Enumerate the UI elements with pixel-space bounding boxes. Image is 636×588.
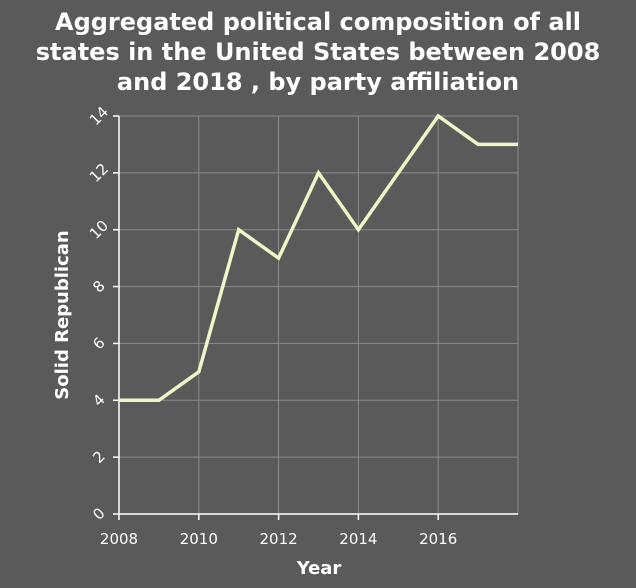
- y-tick-label: 2: [89, 447, 108, 466]
- y-tick-label: 12: [86, 160, 112, 186]
- x-tick-label: 2014: [339, 530, 377, 548]
- axes: [113, 115, 518, 520]
- y-tick-label: 10: [86, 217, 112, 243]
- x-tick-label: 2012: [260, 530, 298, 548]
- chart-title-line-1: Aggregated political composition of all: [55, 8, 581, 36]
- series: [119, 113, 518, 403]
- y-tick-label: 14: [86, 103, 112, 129]
- x-tick-label: 2008: [100, 530, 138, 548]
- grid: [118, 115, 519, 515]
- y-axis-label: Solid Republican: [52, 230, 73, 399]
- chart-title-line-2: states in the United States between 2008: [36, 38, 601, 66]
- chart-title-line-3: and 2018 , by party affiliation: [117, 68, 519, 96]
- y-tick-label: 4: [89, 391, 108, 410]
- series-line: [119, 113, 518, 403]
- y-tick-label: 6: [89, 334, 108, 353]
- x-tick-label: 2016: [419, 530, 457, 548]
- y-tick-label: 8: [89, 277, 108, 296]
- y-tick-label: 0: [89, 504, 108, 523]
- x-tick-label: 2010: [180, 530, 218, 548]
- x-axis-label: Year: [296, 558, 342, 579]
